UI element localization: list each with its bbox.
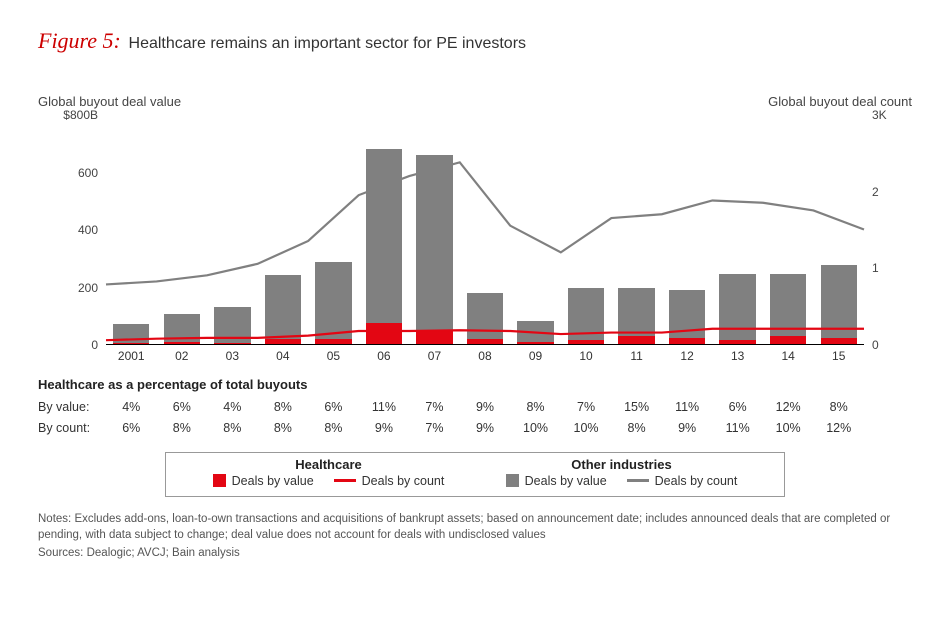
table-cell: 9% xyxy=(359,418,410,439)
table-cell: 6% xyxy=(712,397,763,418)
x-tick-label: 07 xyxy=(409,349,460,363)
table-cell: 8% xyxy=(258,418,309,439)
table-cell: 4% xyxy=(207,397,258,418)
plot-region xyxy=(106,115,864,345)
x-tick-label: 04 xyxy=(258,349,309,363)
legend-group-header: Other industries xyxy=(475,457,768,472)
legend-item: Deals by count xyxy=(627,474,738,488)
chart-area: $800B6004002000 3K210 xyxy=(38,115,912,345)
table-cell: 7% xyxy=(409,418,460,439)
x-axis-labels: 20010203040506070809101112131415 xyxy=(106,349,864,363)
table-cell: 10% xyxy=(510,418,561,439)
x-tick-label: 10 xyxy=(561,349,612,363)
y-right-tick: 3K xyxy=(872,108,912,122)
legend-label: Deals by count xyxy=(362,474,445,488)
legend-swatch-square-icon xyxy=(213,474,226,487)
table-cell: 6% xyxy=(308,397,359,418)
sources-text: Dealogic; AVCJ; Bain analysis xyxy=(87,547,240,559)
table-cell: 9% xyxy=(460,397,511,418)
table-cell: 7% xyxy=(561,397,612,418)
x-tick-label: 02 xyxy=(157,349,208,363)
x-tick-label: 09 xyxy=(510,349,561,363)
x-tick-label: 2001 xyxy=(106,349,157,363)
figure-heading: Figure 5: Healthcare remains an importan… xyxy=(38,28,912,54)
x-tick-label: 03 xyxy=(207,349,258,363)
lines-layer xyxy=(106,115,864,344)
table-row-label: By count: xyxy=(38,418,106,439)
legend-swatch-line-icon xyxy=(334,479,356,482)
y-axis-left: $800B6004002000 xyxy=(38,115,98,345)
legend-group-header: Healthcare xyxy=(182,457,475,472)
y-axis-right: 3K210 xyxy=(872,115,912,345)
y-left-tick: 200 xyxy=(38,281,98,295)
table-cell: 8% xyxy=(813,397,864,418)
table-cell: 8% xyxy=(258,397,309,418)
table-cell: 8% xyxy=(510,397,561,418)
line-other-count xyxy=(106,162,864,284)
table-row: By value:4%6%4%8%6%11%7%9%8%7%15%11%6%12… xyxy=(38,397,912,418)
x-tick-label: 15 xyxy=(813,349,864,363)
legend-item: Deals by value xyxy=(213,474,314,488)
table-cell: 8% xyxy=(207,418,258,439)
axis-titles: Global buyout deal value Global buyout d… xyxy=(38,94,912,109)
x-tick-label: 05 xyxy=(308,349,359,363)
y-left-tick: 600 xyxy=(38,166,98,180)
table-row: By count:6%8%8%8%8%9%7%9%10%10%8%9%11%10… xyxy=(38,418,912,439)
table-cell: 9% xyxy=(460,418,511,439)
x-tick-label: 08 xyxy=(460,349,511,363)
legend-item: Deals by count xyxy=(334,474,445,488)
legend-label: Deals by count xyxy=(655,474,738,488)
table-cell: 8% xyxy=(157,418,208,439)
table-title: Healthcare as a percentage of total buyo… xyxy=(38,377,912,392)
sources-label: Sources: xyxy=(38,547,83,559)
legend-item: Deals by value xyxy=(506,474,607,488)
y-left-tick: 0 xyxy=(38,338,98,352)
table-cell: 4% xyxy=(106,397,157,418)
x-tick-label: 11 xyxy=(611,349,662,363)
percentage-table: Healthcare as a percentage of total buyo… xyxy=(38,377,912,440)
table-cell: 7% xyxy=(409,397,460,418)
table-cell: 8% xyxy=(611,418,662,439)
legend-swatch-square-icon xyxy=(506,474,519,487)
table-cell: 11% xyxy=(662,397,713,418)
right-axis-title: Global buyout deal count xyxy=(768,94,912,109)
table-cell: 6% xyxy=(157,397,208,418)
y-left-tick: 400 xyxy=(38,223,98,237)
y-right-tick: 0 xyxy=(872,338,912,352)
figure-title: Healthcare remains an important sector f… xyxy=(129,35,527,52)
line-healthcare-count xyxy=(106,329,864,340)
figure-label: Figure 5: xyxy=(38,28,121,53)
y-right-tick: 2 xyxy=(872,185,912,199)
table-cell: 10% xyxy=(763,418,814,439)
notes-label: Notes: xyxy=(38,513,71,525)
legend-group: Deals by value Deals by count xyxy=(182,474,475,488)
y-right-tick: 1 xyxy=(872,261,912,275)
table-cell: 12% xyxy=(813,418,864,439)
legend-swatch-line-icon xyxy=(627,479,649,482)
legend: HealthcareOther industries Deals by valu… xyxy=(165,452,785,497)
table-cell: 10% xyxy=(561,418,612,439)
table-cell: 15% xyxy=(611,397,662,418)
left-axis-title: Global buyout deal value xyxy=(38,94,181,109)
table-cell: 12% xyxy=(763,397,814,418)
legend-label: Deals by value xyxy=(525,474,607,488)
table-cell: 11% xyxy=(359,397,410,418)
table-cell: 8% xyxy=(308,418,359,439)
x-tick-label: 14 xyxy=(763,349,814,363)
table-cell: 9% xyxy=(662,418,713,439)
table-cell: 6% xyxy=(106,418,157,439)
legend-group: Deals by value Deals by count xyxy=(475,474,768,488)
x-tick-label: 12 xyxy=(662,349,713,363)
legend-label: Deals by value xyxy=(232,474,314,488)
y-left-tick: $800B xyxy=(38,108,98,122)
x-tick-label: 06 xyxy=(359,349,410,363)
footnotes: Notes: Excludes add-ons, loan-to-own tra… xyxy=(38,511,912,561)
x-tick-label: 13 xyxy=(712,349,763,363)
notes-text: Excludes add-ons, loan-to-own transactio… xyxy=(38,513,890,541)
table-cell: 11% xyxy=(712,418,763,439)
table-row-label: By value: xyxy=(38,397,106,418)
